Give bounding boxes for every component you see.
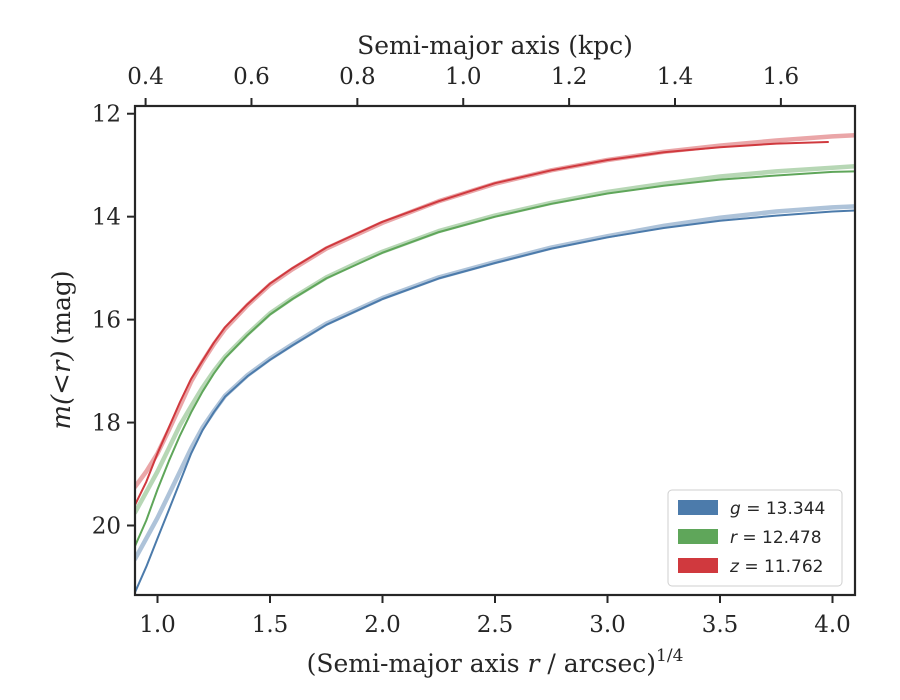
top-x-tick-label: 1.2: [551, 64, 588, 90]
legend-swatch-r: [678, 529, 718, 544]
y-tick-label: 14: [92, 205, 121, 231]
top-x-axis-title: Semi-major axis (kpc): [357, 31, 633, 60]
legend-label-z: z = 11.762: [729, 557, 823, 577]
curve-layer: [135, 133, 855, 594]
legend-label-g: g = 13.344: [730, 499, 825, 519]
y-axis-title: m(<r)(mag): [47, 270, 77, 429]
legend-swatch-z: [678, 558, 718, 573]
legend-label-r: r = 12.478: [730, 528, 822, 548]
x-tick-label: 3.0: [589, 612, 626, 638]
y-tick-label: 12: [92, 102, 121, 128]
top-x-axis: 0.4 0.6 0.8 1.0 1.2 1.4 1.6: [127, 64, 799, 106]
top-x-tick-label: 0.4: [127, 64, 164, 90]
y-tick-label: 20: [92, 514, 121, 540]
x-tick-label: 3.5: [702, 612, 739, 638]
top-x-tick-label: 0.6: [233, 64, 270, 90]
x-tick-label: 1.5: [252, 612, 289, 638]
top-x-tick-label: 1.4: [657, 64, 694, 90]
top-x-tick-label: 1.0: [445, 64, 482, 90]
observed-curve-r: [135, 170, 855, 548]
model-curve-z: [135, 133, 855, 490]
x-tick-label: 2.5: [477, 612, 514, 638]
y-tick-label: 18: [92, 411, 121, 437]
x-tick-label: 2.0: [364, 612, 401, 638]
left-y-axis: 12 14 16 18 20: [92, 102, 135, 540]
x-tick-label: 4.0: [814, 612, 851, 638]
top-x-tick-label: 0.8: [339, 64, 376, 90]
bottom-x-axis: 1.0 1.5 2.0 2.5 3.0 3.5 4.0: [139, 595, 851, 638]
observed-curve-g: [135, 209, 855, 594]
x-tick-label: 1.0: [139, 612, 176, 638]
legend: g = 13.344 r = 12.478 z = 11.762: [667, 489, 843, 587]
top-x-tick-label: 1.6: [763, 64, 800, 90]
y-tick-label: 16: [92, 308, 121, 334]
x-axis-title: (Semi-major axis r / arcsec)1/4: [307, 646, 684, 678]
legend-swatch-g: [678, 500, 718, 515]
observed-curve-z: [135, 141, 829, 506]
